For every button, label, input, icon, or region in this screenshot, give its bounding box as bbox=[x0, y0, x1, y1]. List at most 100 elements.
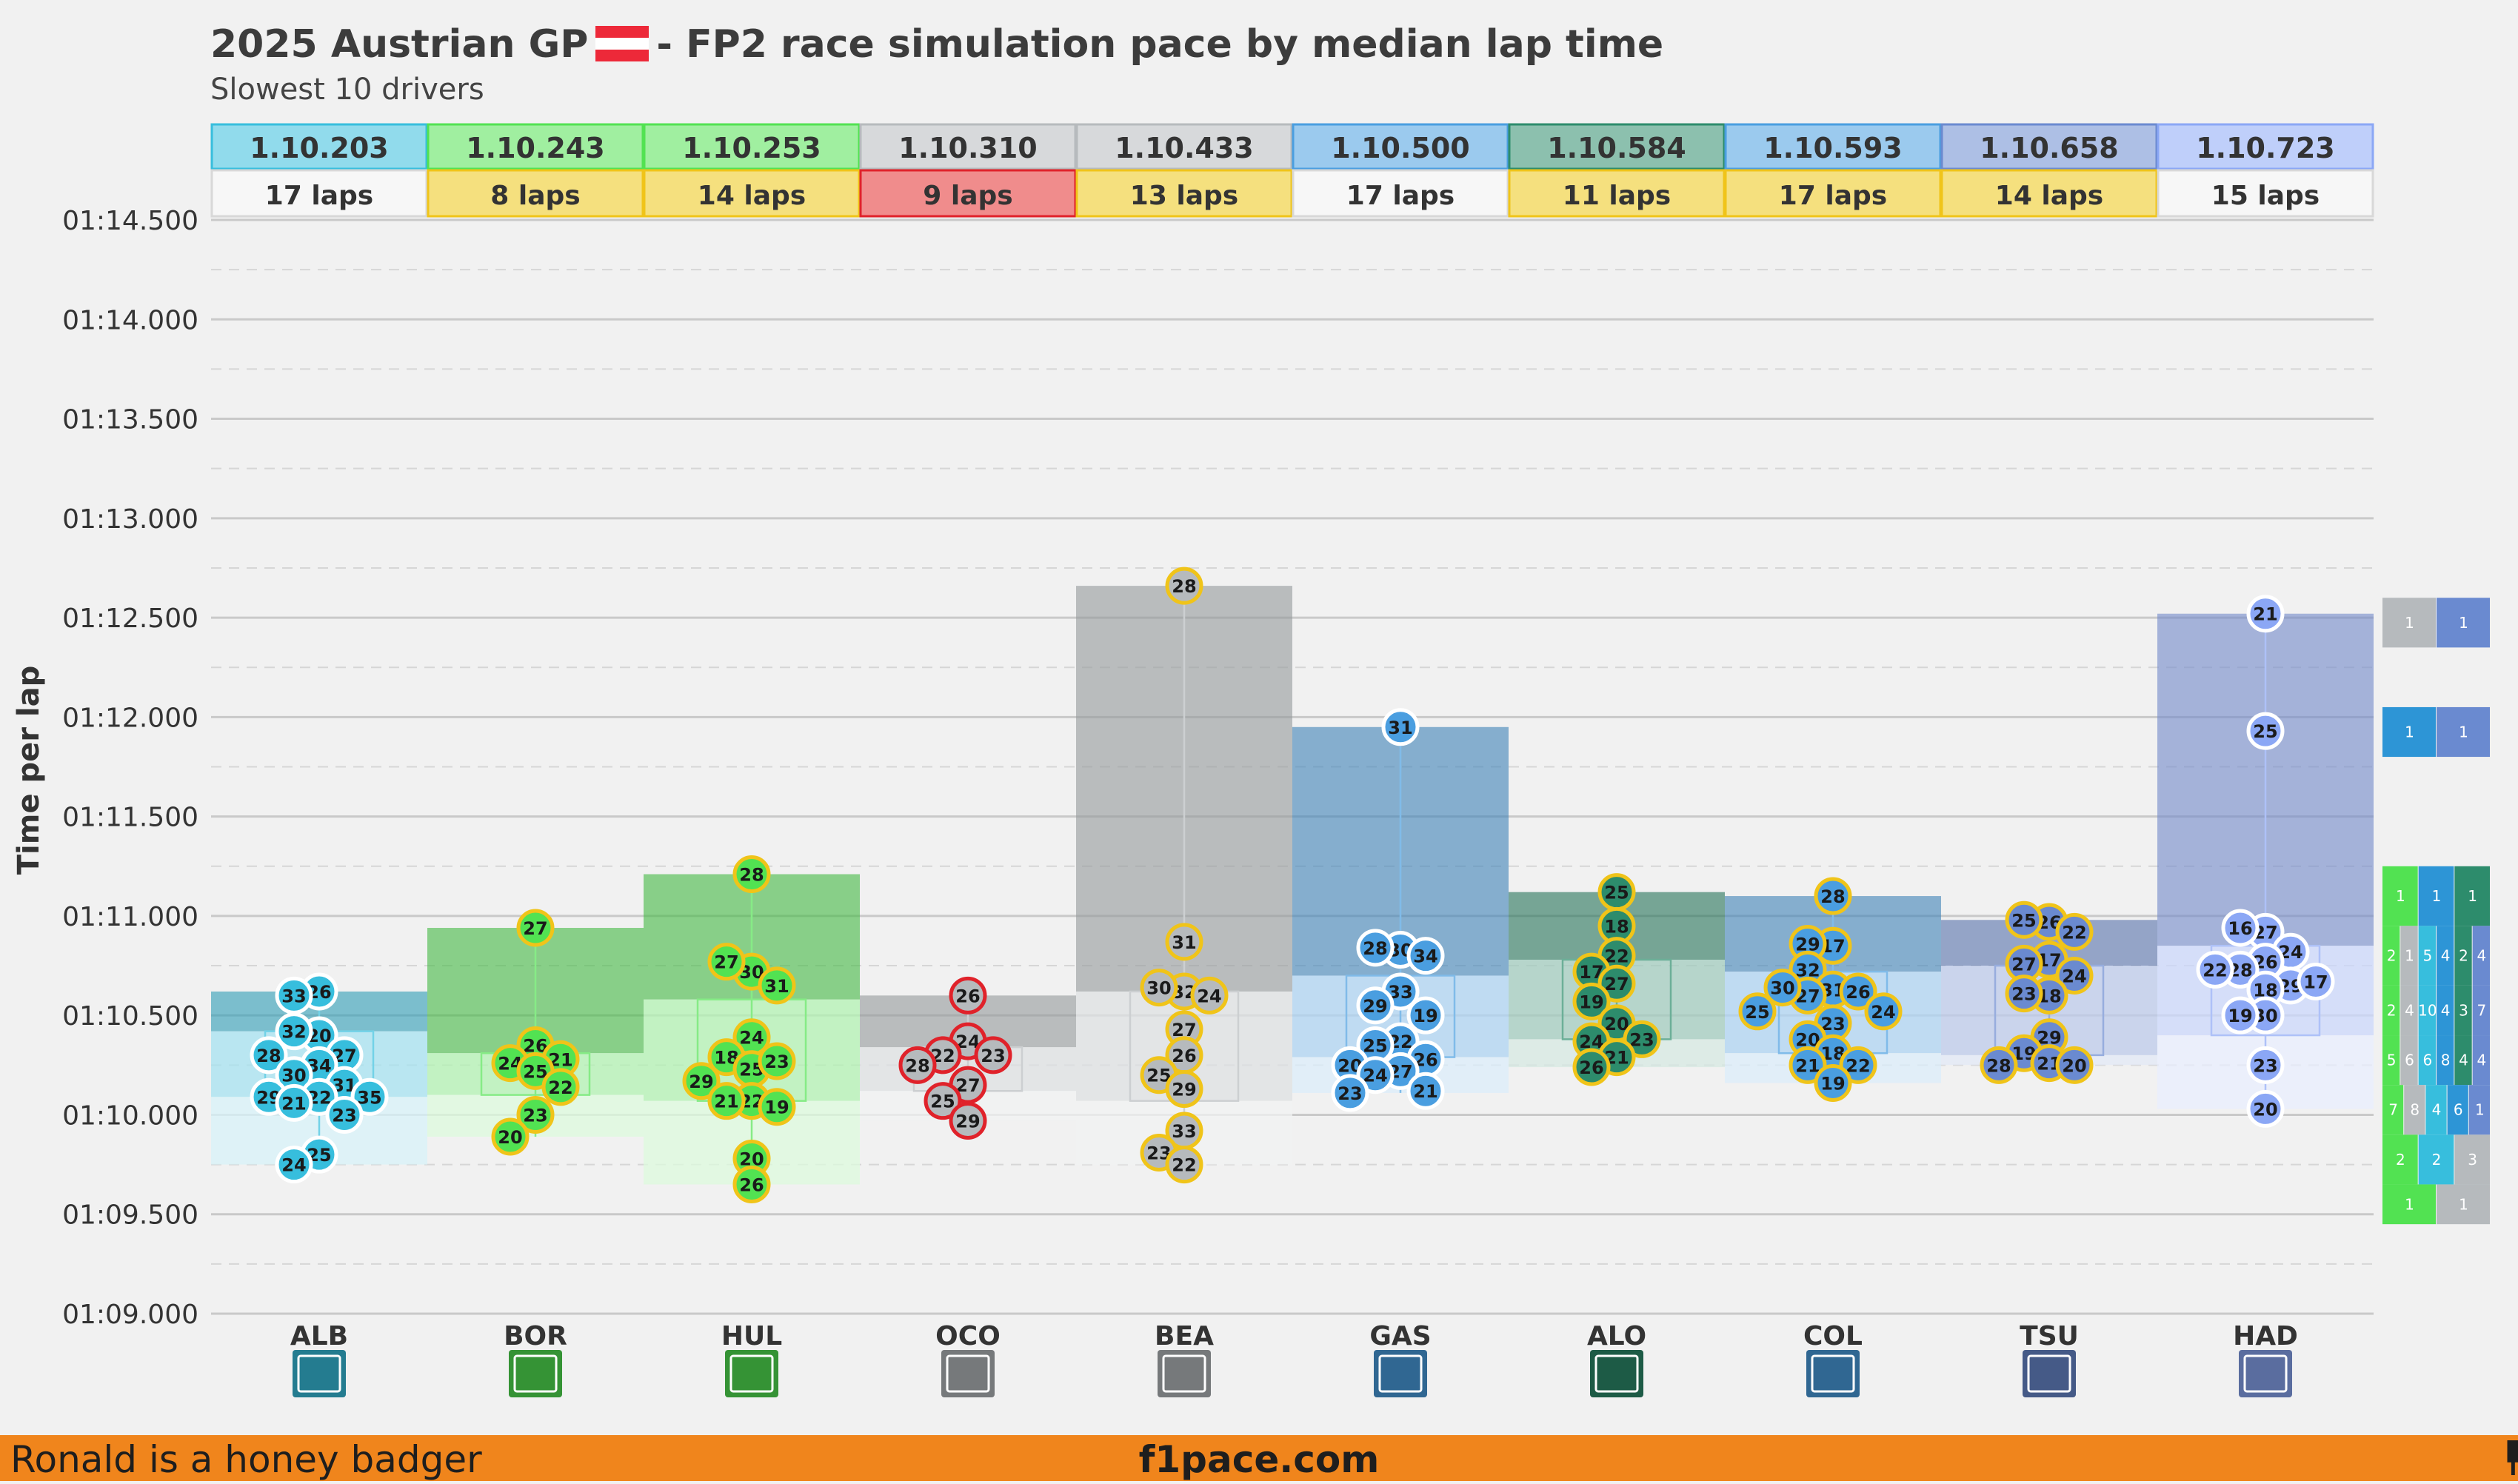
histogram-count-label: 6 bbox=[2405, 1052, 2414, 1069]
lap-number-label: 27 bbox=[2011, 954, 2036, 975]
lap-number-label: 26 bbox=[1846, 982, 1870, 1003]
laps-cell bbox=[1724, 169, 1942, 218]
median-cell bbox=[2157, 123, 2374, 170]
histogram-count-label: 2 bbox=[2459, 947, 2468, 965]
austria-flag-icon bbox=[595, 26, 649, 61]
lap-point bbox=[2055, 912, 2094, 951]
lap-point bbox=[275, 1012, 313, 1051]
histogram-cell bbox=[2437, 926, 2454, 986]
lap-point bbox=[1839, 1046, 1877, 1084]
footer-bar: f1pace.com Ronald is a honey badger ▀ F1… bbox=[0, 1435, 2518, 1484]
y-tick-label: 01:13.000 bbox=[62, 504, 198, 535]
lap-point bbox=[1839, 972, 1877, 1011]
chart-subtitle: Slowest 10 drivers bbox=[210, 73, 484, 107]
alpine-logo-icon bbox=[1806, 1350, 1860, 1397]
histogram-count-label: 2 bbox=[2396, 1151, 2405, 1169]
lap-point bbox=[1165, 1146, 1203, 1184]
histogram-count-label: 2 bbox=[2387, 947, 2397, 965]
lap-number-label: 30 bbox=[281, 1066, 306, 1086]
histogram-count-label: 4 bbox=[2477, 1052, 2486, 1069]
histogram-cell bbox=[2454, 985, 2472, 1036]
lap-number-label: 33 bbox=[1172, 1121, 1196, 1142]
lap-point bbox=[1356, 1056, 1395, 1094]
lap-number-label: 18 bbox=[1604, 916, 1629, 937]
median-label: 1.10.433 bbox=[1115, 132, 1254, 164]
histogram-count-label: 1 bbox=[2405, 1195, 2414, 1213]
lap-number-label: 29 bbox=[955, 1112, 980, 1132]
histogram-cell bbox=[2382, 866, 2418, 926]
histogram-cell bbox=[2382, 1085, 2404, 1135]
lap-number-label: 23 bbox=[1338, 1083, 1362, 1104]
lap-point bbox=[1356, 929, 1395, 967]
logo-badge bbox=[941, 1350, 995, 1397]
lap-point bbox=[1406, 996, 1445, 1035]
lap-point bbox=[491, 1117, 530, 1156]
histogram-cell bbox=[2418, 1134, 2454, 1185]
lap-number-label: 25 bbox=[930, 1092, 955, 1112]
logo-mark bbox=[729, 1354, 774, 1393]
lap-point bbox=[758, 1088, 796, 1126]
histogram-cell bbox=[2437, 985, 2454, 1036]
median-label: 1.10.253 bbox=[682, 132, 821, 164]
driver-code-label: OCO bbox=[935, 1321, 1001, 1351]
lap-number-label: 25 bbox=[1745, 1002, 1769, 1023]
lap-number-label: 29 bbox=[689, 1072, 713, 1092]
histogram-count-label: 7 bbox=[2477, 1001, 2486, 1019]
lap-point bbox=[2055, 956, 2094, 995]
pace-chart: 01:09.000 01:09.500 01:10.000 01:10.500 01:1… bbox=[12, 123, 2490, 1397]
lap-point bbox=[924, 1082, 962, 1120]
lap-number-label: 28 bbox=[1172, 576, 1196, 597]
lap-number-label: 22 bbox=[1846, 1055, 1870, 1076]
histogram-cell bbox=[2418, 985, 2436, 1036]
logo-mark bbox=[513, 1354, 558, 1393]
red-bull-logo-icon bbox=[2023, 1350, 2076, 1397]
histogram-cell bbox=[2454, 1035, 2472, 1086]
lap-number-label: 26 bbox=[1579, 1057, 1603, 1078]
logo-mark bbox=[1594, 1354, 1639, 1393]
logo-mark bbox=[1811, 1354, 1855, 1393]
lap-number-label: 30 bbox=[1770, 978, 1794, 999]
median-label: 1.10.243 bbox=[466, 132, 605, 164]
lap-point bbox=[2005, 900, 2043, 939]
haas-logo-icon bbox=[941, 1350, 995, 1397]
lap-number-label: 31 bbox=[1172, 932, 1196, 953]
coffee-cup-icon: ▀ bbox=[2508, 1441, 2518, 1484]
lap-number-label: 28 bbox=[1363, 938, 1387, 959]
laps-label: 11 laps bbox=[1563, 181, 1671, 211]
logo-mark bbox=[2243, 1354, 2288, 1393]
median-cell bbox=[1075, 123, 1293, 170]
lap-point bbox=[2005, 975, 2043, 1013]
driver-code-label: BEA bbox=[1155, 1321, 1214, 1351]
footer-site[interactable]: f1pace.com bbox=[1138, 1438, 1380, 1481]
histogram-cell bbox=[2437, 1184, 2490, 1225]
driver-code-label: COL bbox=[1803, 1321, 1863, 1351]
lap-point bbox=[1406, 1072, 1445, 1110]
logo-mark bbox=[297, 1354, 341, 1393]
median-label: 1.10.658 bbox=[1980, 132, 2119, 164]
lap-point bbox=[1165, 1070, 1203, 1109]
lap-number-label: 25 bbox=[1604, 883, 1629, 903]
lap-number-label: 21 bbox=[1795, 1055, 1820, 1076]
lap-number-label: 24 bbox=[739, 1028, 764, 1049]
lap-number-label: 19 bbox=[1579, 992, 1603, 1012]
lap-number-label: 34 bbox=[1413, 946, 1437, 967]
median-cell bbox=[427, 123, 644, 170]
histogram-count-label: 5 bbox=[2422, 947, 2432, 965]
laps-cell bbox=[1940, 169, 2158, 218]
median-cell bbox=[643, 123, 861, 170]
lap-number-label: 20 bbox=[2253, 1099, 2277, 1120]
lap-number-label: 27 bbox=[1604, 974, 1629, 995]
lap-point bbox=[1814, 877, 1852, 915]
haas-logo-icon bbox=[1158, 1350, 1211, 1397]
histogram-count-label: 1 bbox=[2468, 887, 2477, 905]
histogram-count-label: 1 bbox=[2432, 887, 2442, 905]
histogram-count-label: 6 bbox=[2454, 1101, 2463, 1119]
logo-mark bbox=[946, 1354, 990, 1393]
median-cell bbox=[859, 123, 1077, 170]
laps-label: 17 laps bbox=[1779, 181, 1887, 211]
lap-number-label: 31 bbox=[1388, 718, 1412, 738]
